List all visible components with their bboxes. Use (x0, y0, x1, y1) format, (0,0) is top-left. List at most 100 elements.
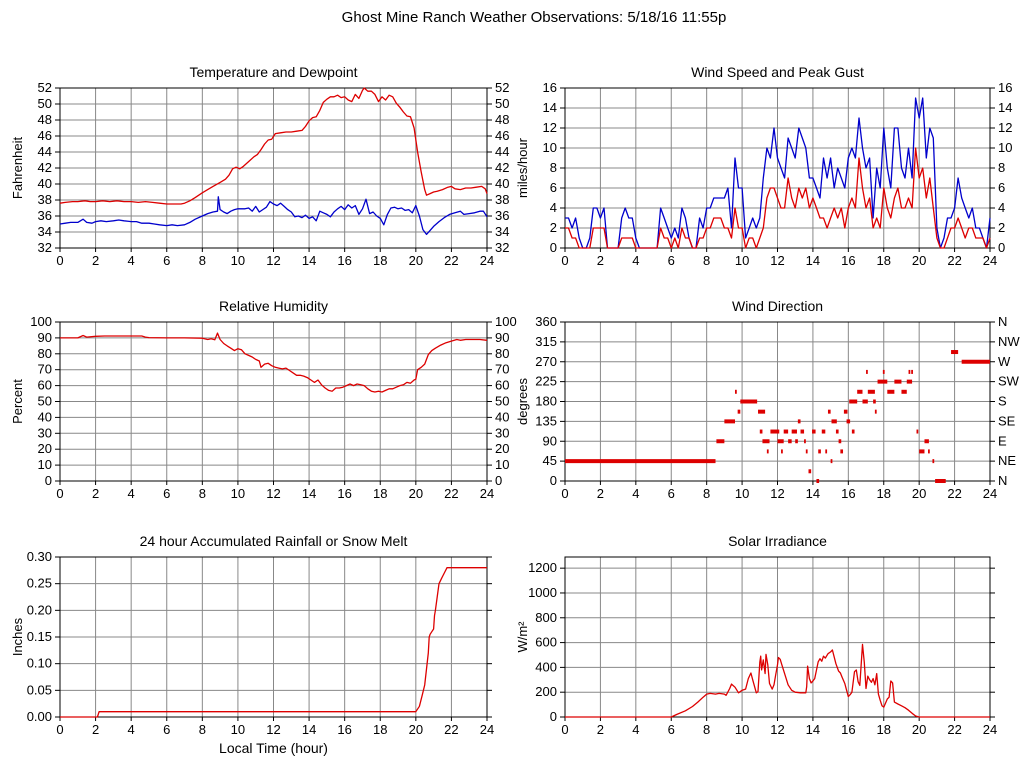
x-tick-label: 0 (561, 486, 568, 501)
y-tick-label-right: 70 (495, 362, 509, 377)
x-tick-label: 8 (703, 486, 710, 501)
x-tick-label: 12 (266, 253, 280, 268)
y-tick-label-right: 32 (495, 240, 509, 255)
y-axis-label: Fahrenheit (10, 137, 25, 200)
y-tick-label: 0.20 (27, 602, 52, 617)
y-tick-label: 32 (38, 240, 52, 255)
y-tick-label-right: 10 (495, 457, 509, 472)
y-tick-label: 16 (543, 80, 557, 95)
x-tick-label: 2 (92, 486, 99, 501)
y-axis-label: Percent (10, 379, 25, 424)
y-tick-label: 36 (38, 208, 52, 223)
y-tick-label: 4 (550, 200, 557, 215)
plot-border (564, 556, 991, 718)
x-tick-label: 20 (409, 486, 423, 501)
y-axis-label: miles/hour (515, 137, 530, 198)
x-tick-label: 16 (337, 722, 351, 737)
y-tick-label: 200 (535, 684, 557, 699)
x-tick-label: 10 (231, 486, 245, 501)
y-tick-label: 14 (543, 100, 557, 115)
x-tick-label: 12 (770, 253, 784, 268)
x-tick-label: 4 (128, 722, 135, 737)
x-tick-label: 24 (983, 253, 997, 268)
x-tick-label: 18 (877, 486, 891, 501)
x-tick-label: 8 (199, 253, 206, 268)
y-tick-label: 400 (535, 659, 557, 674)
y-tick-label: 0.05 (27, 682, 52, 697)
x-tick-label: 24 (480, 722, 494, 737)
x-tick-label: 22 (947, 486, 961, 501)
x-tick-label: 24 (480, 486, 494, 501)
y-tick-label: 8 (550, 160, 557, 175)
y-tick-label: 38 (38, 192, 52, 207)
x-tick-label: 18 (877, 722, 891, 737)
y-tick-label-right: 90 (495, 330, 509, 345)
y-tick-label: 0 (550, 709, 557, 724)
y-tick-label: 12 (543, 120, 557, 135)
compass-label: SE (998, 413, 1016, 428)
y-tick-label: 100 (30, 314, 52, 329)
y-tick-label-right: 50 (495, 96, 509, 111)
temperature-line (59, 87, 488, 205)
chart-title: Temperature and Dewpoint (189, 64, 357, 80)
compass-label: NE (998, 453, 1016, 468)
x-tick-label: 8 (703, 722, 710, 737)
plot-border (564, 321, 991, 482)
compass-label: N (998, 473, 1007, 488)
x-tick-label: 2 (597, 722, 604, 737)
x-tick-label: 10 (231, 253, 245, 268)
y-tick-label: 50 (38, 96, 52, 111)
x-tick-label: 16 (841, 722, 855, 737)
y-tick-label: 360 (535, 314, 557, 329)
x-tick-label: 22 (444, 722, 458, 737)
x-tick-label: 16 (841, 253, 855, 268)
x-tick-label: 22 (947, 722, 961, 737)
x-tick-label: 14 (806, 253, 820, 268)
x-tick-label: 4 (632, 253, 639, 268)
y-tick-label-right: 80 (495, 346, 509, 361)
x-tick-label: 2 (597, 253, 604, 268)
x-tick-label: 18 (877, 253, 891, 268)
x-tick-label: 18 (373, 486, 387, 501)
y-tick-label-right: 6 (998, 180, 1005, 195)
x-tick-label: 14 (806, 722, 820, 737)
y-tick-label-right: 38 (495, 192, 509, 207)
x-tick-label: 0 (56, 253, 63, 268)
y-tick-label-right: 36 (495, 208, 509, 223)
y-tick-label: 80 (38, 346, 52, 361)
y-axis-label: Inches (10, 617, 25, 656)
compass-label: SW (998, 374, 1020, 389)
x-tick-label: 6 (668, 253, 675, 268)
y-tick-label: 0.15 (27, 629, 52, 644)
y-tick-label: 0 (550, 473, 557, 488)
y-tick-label-right: 0 (998, 240, 1005, 255)
x-tick-label: 16 (337, 486, 351, 501)
y-tick-label: 90 (38, 330, 52, 345)
x-tick-label: 6 (668, 486, 675, 501)
y-tick-label-right: 40 (495, 409, 509, 424)
y-tick-label: 0.10 (27, 656, 52, 671)
x-tick-label: 10 (735, 253, 749, 268)
y-tick-label: 0.25 (27, 576, 52, 591)
y-tick-label: 20 (38, 441, 52, 456)
y-tick-label: 1200 (528, 560, 557, 575)
y-tick-label: 40 (38, 176, 52, 191)
y-tick-label: 50 (38, 394, 52, 409)
x-tick-label: 22 (444, 253, 458, 268)
x-tick-label: 8 (199, 486, 206, 501)
x-tick-label: 4 (632, 722, 639, 737)
y-tick-label: 34 (38, 224, 52, 239)
y-tick-label-right: 0 (495, 473, 502, 488)
y-axis-label: W/m² (515, 621, 530, 653)
irradiance-line (565, 643, 990, 718)
x-tick-label: 14 (302, 722, 316, 737)
y-tick-label: 45 (543, 453, 557, 468)
x-tick-label: 20 (912, 486, 926, 501)
y-tick-label: 6 (550, 180, 557, 195)
x-tick-label: 22 (444, 486, 458, 501)
wind-speed-line (565, 147, 991, 249)
